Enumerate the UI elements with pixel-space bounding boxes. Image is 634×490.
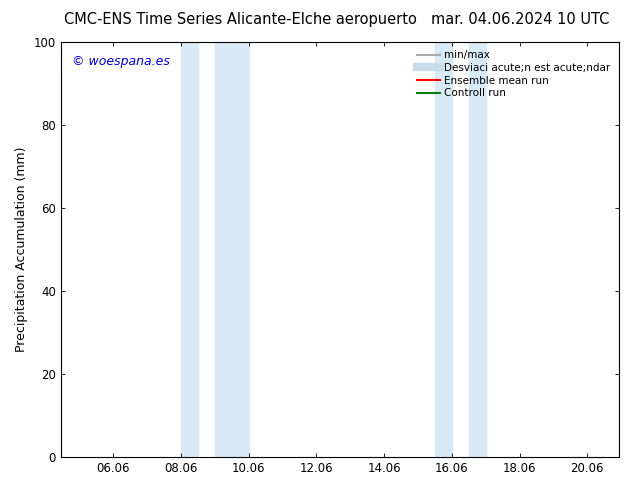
Y-axis label: Precipitation Accumulation (mm): Precipitation Accumulation (mm) bbox=[15, 147, 28, 352]
Bar bbox=[435, 42, 452, 457]
Legend: min/max, Desviaci acute;n est acute;ndar, Ensemble mean run, Controll run: min/max, Desviaci acute;n est acute;ndar… bbox=[414, 47, 614, 101]
Bar bbox=[215, 42, 249, 457]
Text: mar. 04.06.2024 10 UTC: mar. 04.06.2024 10 UTC bbox=[430, 12, 609, 27]
Bar bbox=[181, 42, 198, 457]
Text: © woespana.es: © woespana.es bbox=[72, 54, 170, 68]
Text: CMC-ENS Time Series Alicante-Elche aeropuerto: CMC-ENS Time Series Alicante-Elche aerop… bbox=[65, 12, 417, 27]
Bar bbox=[469, 42, 486, 457]
